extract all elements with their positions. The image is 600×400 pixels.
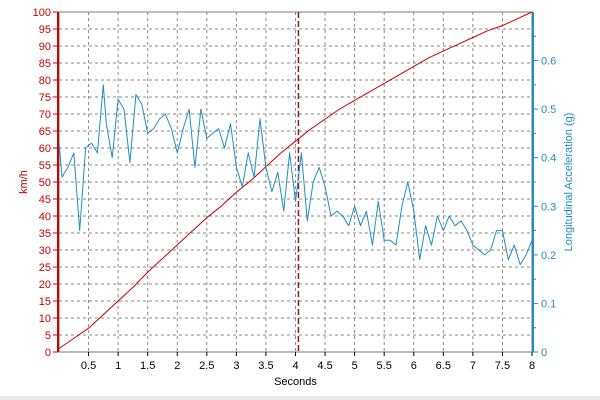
left-axis-tick-label: 80 bbox=[39, 75, 51, 87]
right-axis-tick-label: 0.5 bbox=[541, 104, 556, 116]
left-axis-tick-label: 95 bbox=[39, 24, 51, 36]
x-axis: 0.5 1 1.5 2 2.5 3 3.5 4 4.5 5 5.5 6 6.5 7 7.5 8 bbox=[81, 352, 535, 372]
left-axis-tick-label: 70 bbox=[39, 109, 51, 121]
right-axis-tick-label: 0.1 bbox=[541, 298, 556, 310]
x-axis-tick-label: 8 bbox=[529, 360, 535, 372]
right-axis-title: Longitudinal Acceleration (g) bbox=[563, 113, 575, 252]
right-axis-tick-label: 0.2 bbox=[541, 250, 556, 262]
right-axis-tick-label: 0.4 bbox=[541, 153, 556, 165]
grid-lines bbox=[59, 11, 533, 353]
left-axis-tick-label: 50 bbox=[39, 177, 51, 189]
window-bottom-edge bbox=[0, 396, 600, 400]
x-axis-tick-label: 5 bbox=[352, 360, 358, 372]
left-axis-tick-label: 35 bbox=[39, 228, 51, 240]
acceleration-series-line bbox=[58, 84, 533, 266]
left-axis-title: km/h bbox=[18, 170, 30, 194]
x-axis-tick-label: 0.5 bbox=[81, 360, 96, 372]
left-axis-tick-label: 75 bbox=[39, 92, 51, 104]
x-axis-tick-label: 3.5 bbox=[258, 360, 273, 372]
x-axis-title: Seconds bbox=[274, 376, 317, 388]
left-axis-tick-label: 65 bbox=[39, 126, 51, 138]
speed-series-line bbox=[58, 11, 533, 350]
x-axis-tick-label: 7.5 bbox=[495, 360, 510, 372]
left-axis-tick-label: 85 bbox=[39, 58, 51, 70]
left-axis-tick-label: 10 bbox=[39, 313, 51, 325]
x-axis-tick-label: 5.5 bbox=[377, 360, 392, 372]
left-axis: 0 5 10 15 20 25 30 35 40 45 50 55 60 65 70 75 80 85 90 95 10… bbox=[33, 7, 59, 359]
x-axis-tick-label: 1.5 bbox=[140, 360, 155, 372]
left-axis-tick-label: 15 bbox=[39, 296, 51, 308]
left-axis-tick-label: 60 bbox=[39, 143, 51, 155]
x-axis-tick-label: 4 bbox=[292, 360, 298, 372]
right-axis-tick-label: 0 bbox=[541, 347, 547, 359]
left-axis-tick-label: 30 bbox=[39, 245, 51, 257]
left-axis-tick-label: 90 bbox=[39, 41, 51, 53]
right-axis-tick-label: 0.3 bbox=[541, 201, 556, 213]
right-axis-tick-label: 0.6 bbox=[541, 56, 556, 68]
left-axis-tick-label: 40 bbox=[39, 211, 51, 223]
x-axis-tick-label: 6.5 bbox=[436, 360, 451, 372]
right-axis: 0 0.1 0.2 0.3 0.4 0.5 0.6 bbox=[532, 12, 556, 359]
left-axis-tick-label: 5 bbox=[45, 330, 51, 342]
left-axis-tick-label: 20 bbox=[39, 279, 51, 291]
series-layer bbox=[58, 11, 533, 350]
left-axis-tick-label: 0 bbox=[45, 347, 51, 359]
x-axis-tick-label: 4.5 bbox=[317, 360, 332, 372]
left-axis-tick-label: 55 bbox=[39, 160, 51, 172]
x-axis-tick-label: 7 bbox=[470, 360, 476, 372]
left-axis-tick-label: 25 bbox=[39, 262, 51, 274]
x-axis-tick-label: 3 bbox=[233, 360, 239, 372]
x-axis-tick-label: 6 bbox=[411, 360, 417, 372]
x-axis-tick-label: 2.5 bbox=[199, 360, 214, 372]
x-axis-tick-label: 1 bbox=[115, 360, 121, 372]
left-axis-tick-label: 100 bbox=[33, 7, 51, 19]
left-axis-tick-label: 45 bbox=[39, 194, 51, 206]
x-axis-tick-label: 2 bbox=[174, 360, 180, 372]
